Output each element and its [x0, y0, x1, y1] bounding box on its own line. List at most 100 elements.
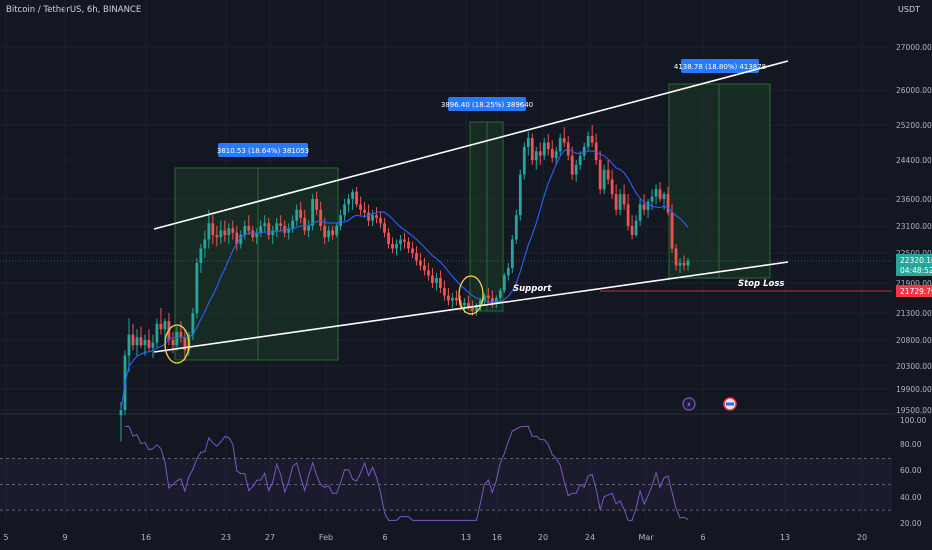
x-tick-label: 13	[461, 533, 471, 542]
candle-body	[534, 151, 538, 160]
rsi-tick-label: 80.00	[900, 440, 922, 449]
channel-lower-line	[153, 261, 789, 353]
y-tick-label: 19500.00	[896, 406, 932, 415]
candle-body	[359, 204, 362, 210]
candle-body	[514, 215, 518, 240]
candle-body	[431, 275, 434, 283]
candle-body	[231, 228, 235, 233]
candle-body	[546, 142, 550, 150]
candle-body	[451, 298, 454, 301]
candle-body	[335, 226, 339, 235]
candle-body	[363, 209, 366, 213]
candle-body	[207, 223, 211, 240]
candle-body	[163, 321, 167, 330]
y-tick-label: 23100.00	[896, 222, 932, 231]
candle-body	[642, 204, 646, 210]
candle-body	[443, 288, 446, 296]
candle-body	[427, 270, 430, 276]
candle-body	[195, 263, 199, 313]
candle-body	[411, 248, 414, 253]
candle-body	[315, 199, 319, 210]
y-tick-label: 21300.00	[896, 309, 932, 318]
candle-body	[518, 174, 522, 216]
candle-body	[630, 226, 634, 235]
candle-body	[407, 241, 410, 249]
candle-body	[331, 230, 335, 235]
x-tick-label: Feb	[319, 533, 333, 542]
candle-body	[403, 239, 406, 242]
candle-body	[586, 135, 590, 147]
last-price-tag	[896, 254, 932, 276]
candle-body	[419, 260, 422, 266]
stop-price-value: 21729.79	[900, 287, 932, 296]
y-tick-label: 20300.00	[896, 362, 932, 371]
y-tick-label: 19900.00	[896, 385, 932, 394]
y-tick-label: 26000.00	[896, 86, 932, 95]
candle-body	[159, 323, 163, 330]
x-tick-label: 23	[221, 533, 231, 542]
candle-body	[139, 337, 143, 346]
candle-body	[311, 199, 315, 226]
candle-body	[391, 244, 394, 249]
x-tick-label: 27	[265, 533, 275, 542]
candle-body	[343, 204, 347, 216]
candle-body	[259, 226, 263, 233]
candle-body	[558, 138, 562, 152]
candle-body	[367, 212, 370, 221]
candle-body	[203, 239, 207, 249]
measure-label: 4138.78 (18.80%) 413878	[674, 63, 766, 71]
y-tick-label: 25200.00	[896, 121, 932, 130]
candle-body	[447, 295, 450, 301]
candle-body	[235, 232, 239, 244]
candle-body	[275, 223, 279, 231]
y-tick-label: 20800.00	[896, 336, 932, 345]
candle-body	[171, 340, 175, 346]
candle-body	[470, 308, 474, 311]
candle-body	[355, 191, 358, 205]
stop-loss-label: Stop Loss	[738, 279, 784, 289]
rsi-tick-label: 20.00	[900, 519, 922, 528]
candle-body	[175, 331, 179, 346]
candle-body	[291, 220, 295, 229]
candle-body	[606, 169, 610, 180]
candle-body	[478, 300, 482, 306]
candle-body	[227, 228, 231, 235]
flag-event-stripe	[726, 402, 734, 406]
stop-price-tag	[896, 285, 932, 297]
x-tick-label: 13	[780, 533, 790, 542]
candle-body	[147, 340, 151, 348]
candle-body	[383, 223, 386, 233]
x-tick-label: 6	[382, 533, 387, 542]
candle-body	[530, 138, 534, 160]
candle-body	[251, 230, 255, 238]
x-tick-label: 16	[141, 533, 151, 542]
rsi-line	[125, 425, 689, 521]
candle-body	[562, 138, 566, 143]
candle-body	[267, 223, 271, 235]
candle-body	[594, 142, 598, 160]
x-tick-label: 20	[857, 533, 867, 542]
x-tick-label: 5	[3, 533, 8, 542]
measure-label-bg	[681, 59, 759, 73]
candle-body	[299, 209, 303, 218]
candle-body	[602, 169, 606, 190]
candle-body	[271, 230, 275, 235]
candle-body	[622, 194, 626, 205]
candle-body	[542, 142, 546, 156]
candle-body	[658, 189, 662, 199]
x-tick-label: Mar	[638, 533, 654, 542]
candle-body	[119, 410, 123, 416]
candle-body	[494, 298, 498, 303]
candle-body	[439, 278, 442, 288]
candle-body	[143, 340, 147, 346]
rsi-tick-label: 100.00	[900, 416, 926, 425]
candle-body	[578, 155, 582, 165]
candle-body	[490, 298, 494, 303]
y-tick-label: 23600.00	[896, 195, 932, 204]
candle-body	[538, 151, 542, 156]
candle-body	[510, 239, 514, 268]
x-tick-label: 9	[62, 533, 67, 542]
measure-label-bg	[218, 143, 308, 157]
measure-box	[174, 167, 339, 361]
